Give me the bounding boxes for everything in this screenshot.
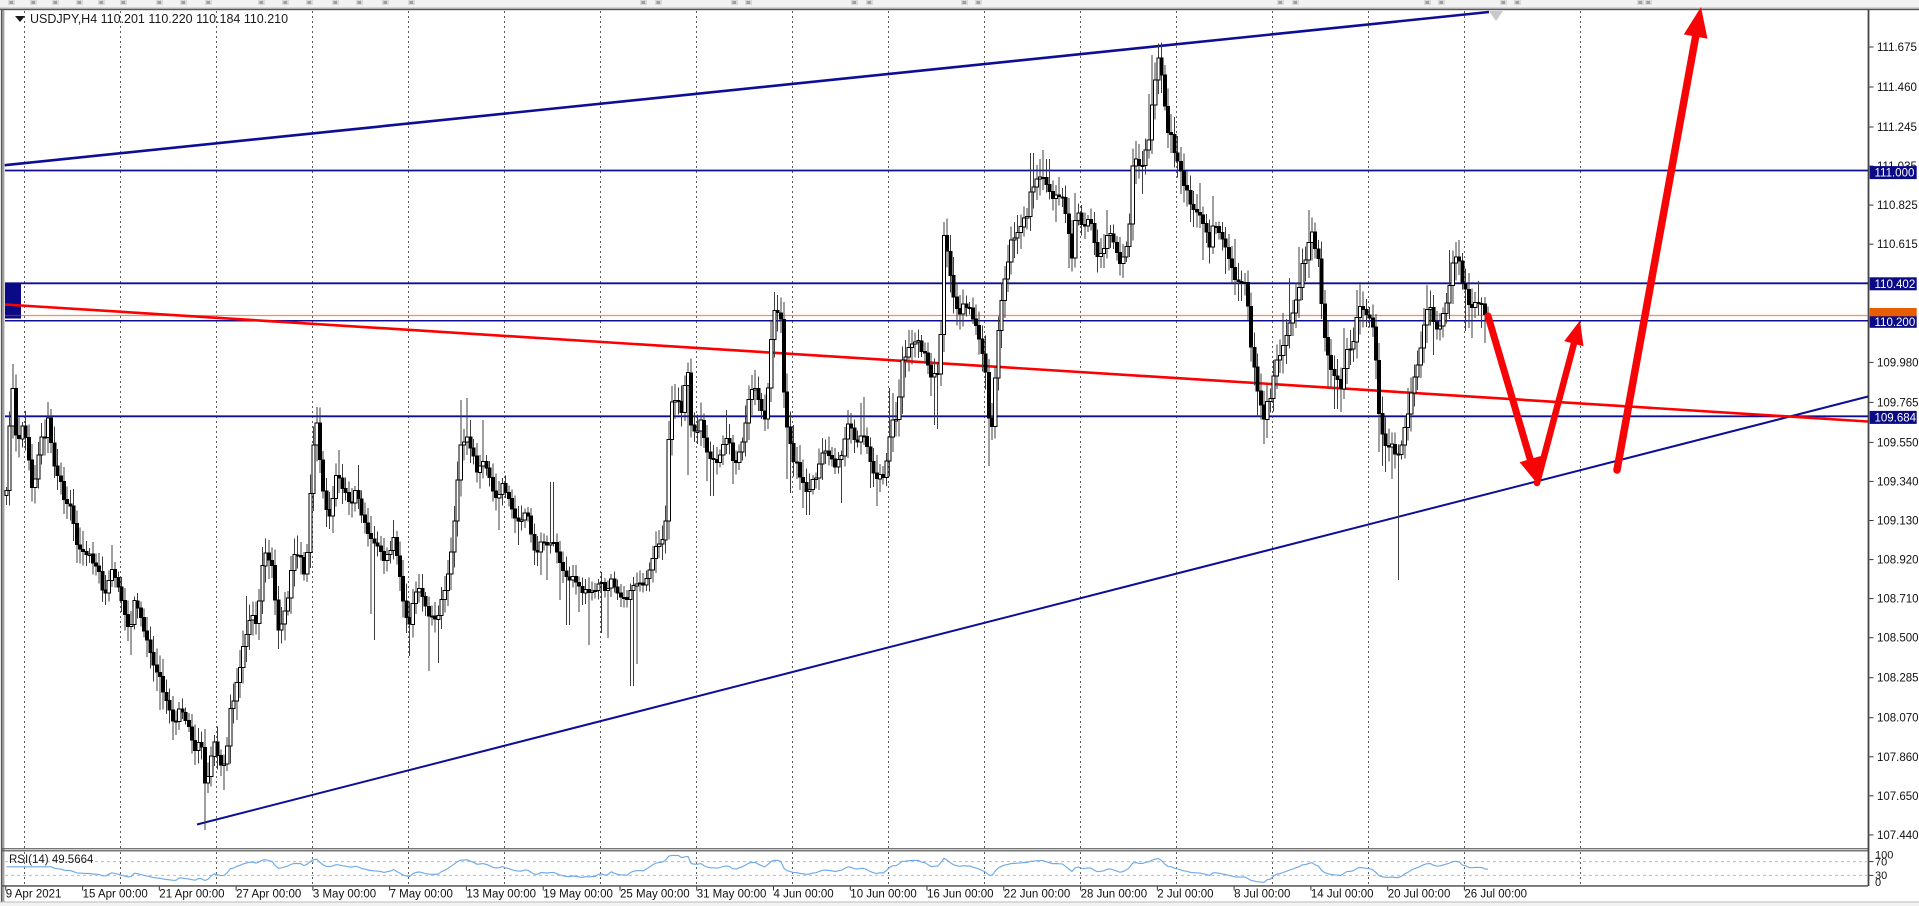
svg-text:3 May 00:00: 3 May 00:00 [313,889,376,901]
svg-text:8 Jul 00:00: 8 Jul 00:00 [1234,889,1290,901]
svg-text:28 Jun 00:00: 28 Jun 00:00 [1081,889,1148,901]
svg-text:109.340: 109.340 [1877,476,1919,488]
svg-text:109.980: 109.980 [1877,357,1919,369]
svg-text:70: 70 [1875,857,1887,869]
svg-text:110.200: 110.200 [1875,317,1916,329]
svg-text:31 May 00:00: 31 May 00:00 [697,889,767,901]
svg-text:110.402: 110.402 [1875,279,1916,291]
svg-text:USDJPY,H4 110.201 110.220 110: USDJPY,H4 110.201 110.220 110.184 110.21… [30,12,288,26]
svg-text:4 Jun 00:00: 4 Jun 00:00 [774,889,834,901]
svg-text:111.675: 111.675 [1877,42,1917,54]
svg-text:111.000: 111.000 [1875,168,1915,180]
svg-text:13 May 00:00: 13 May 00:00 [466,889,536,901]
svg-text:20 Jul 00:00: 20 Jul 00:00 [1388,889,1451,901]
svg-text:110.615: 110.615 [1877,239,1918,251]
svg-text:25 May 00:00: 25 May 00:00 [620,889,690,901]
svg-text:109.765: 109.765 [1877,397,1919,409]
svg-text:109.130: 109.130 [1877,516,1919,528]
svg-text:21 Apr 00:00: 21 Apr 00:00 [159,889,224,901]
svg-text:100: 100 [1875,850,1893,862]
svg-text:109.550: 109.550 [1877,437,1919,449]
svg-text:108.285: 108.285 [1877,673,1919,685]
svg-text:108.500: 108.500 [1877,633,1919,645]
svg-text:16 Jun 00:00: 16 Jun 00:00 [927,889,994,901]
svg-text:107.650: 107.650 [1877,791,1919,803]
svg-text:19 May 00:00: 19 May 00:00 [543,889,613,901]
svg-text:2 Jul 00:00: 2 Jul 00:00 [1157,889,1213,901]
svg-text:111.245: 111.245 [1877,122,1917,134]
svg-text:22 Jun 00:00: 22 Jun 00:00 [1004,889,1071,901]
svg-text:107.860: 107.860 [1877,752,1919,764]
svg-text:26 Jul 00:00: 26 Jul 00:00 [1464,889,1527,901]
svg-text:27 Apr 00:00: 27 Apr 00:00 [236,889,301,901]
svg-text:107.440: 107.440 [1877,830,1919,842]
svg-text:9 Apr 2021: 9 Apr 2021 [6,889,62,901]
svg-text:0: 0 [1875,877,1881,889]
svg-text:7 May 00:00: 7 May 00:00 [390,889,453,901]
svg-text:14 Jul 00:00: 14 Jul 00:00 [1311,889,1374,901]
svg-text:110.825: 110.825 [1877,200,1918,212]
svg-text:15 Apr 00:00: 15 Apr 00:00 [83,889,148,901]
svg-text:108.710: 108.710 [1877,594,1919,606]
svg-text:30: 30 [1875,870,1887,882]
svg-text:109.684: 109.684 [1875,412,1917,424]
svg-text:108.920: 108.920 [1877,555,1919,567]
svg-text:10 Jun 00:00: 10 Jun 00:00 [850,889,917,901]
svg-text:RSI(14) 49.5664: RSI(14) 49.5664 [9,854,94,866]
svg-text:108.070: 108.070 [1877,713,1919,725]
svg-text:111.460: 111.460 [1877,82,1917,94]
